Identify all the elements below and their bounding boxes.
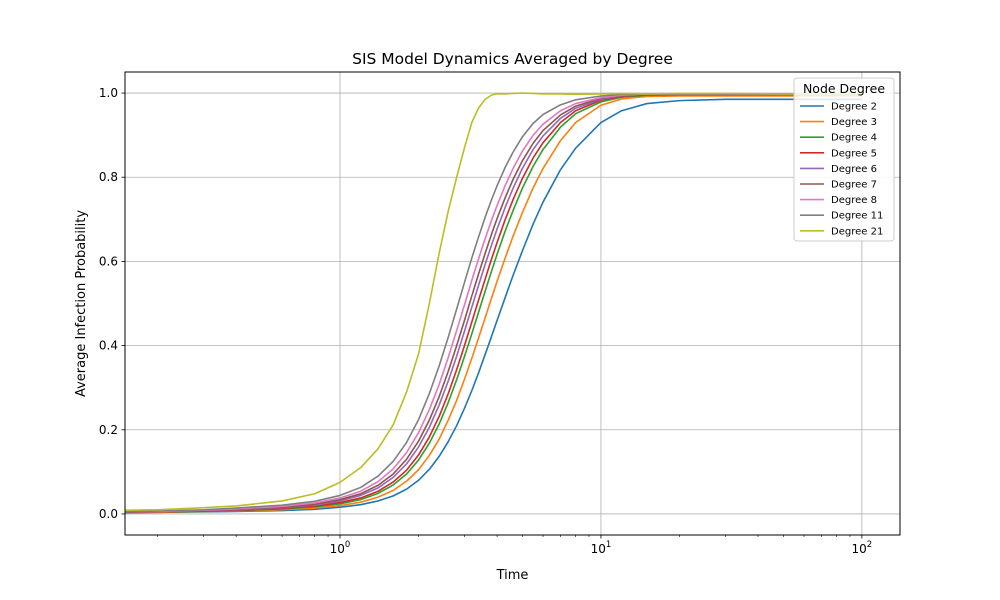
y-tick-label: 0.6 xyxy=(99,254,118,268)
x-axis-ticks: 100 101 102 xyxy=(157,535,873,556)
y-tick-label: 0.4 xyxy=(99,339,118,353)
legend-item: Degree 7 xyxy=(800,180,877,191)
x-tick-label: 101 xyxy=(591,540,612,556)
series-lines xyxy=(124,92,862,514)
legend-item: Degree 21 xyxy=(800,226,883,237)
y-tick-label: 0.8 xyxy=(99,170,118,184)
chart-title: SIS Model Dynamics Averaged by Degree xyxy=(352,50,673,68)
legend-label: Degree 4 xyxy=(831,133,877,144)
series-line-degree-3 xyxy=(125,95,862,514)
legend-label: Degree 21 xyxy=(831,226,883,237)
legend-item: Degree 8 xyxy=(800,195,877,206)
y-tick-label: 0.0 xyxy=(99,507,118,521)
plot-frame xyxy=(124,71,901,536)
series-line-degree-8 xyxy=(124,93,862,513)
legend-item: Degree 4 xyxy=(800,133,877,144)
legend-label: Degree 5 xyxy=(831,148,877,159)
series-line-degree-2 xyxy=(124,98,862,514)
x-tick-label: 100 xyxy=(330,540,351,556)
legend-item: Degree 3 xyxy=(800,117,877,128)
legend-label: Degree 11 xyxy=(831,211,883,222)
legend-label: Degree 2 xyxy=(831,102,877,113)
legend-item: Degree 5 xyxy=(800,148,877,159)
legend-label: Degree 6 xyxy=(831,164,877,175)
y-tick-label: 1.0 xyxy=(99,86,118,100)
legend-item: Degree 6 xyxy=(800,164,877,175)
y-axis-ticks: 0.0 0.2 0.4 0.6 0.8 1.0 xyxy=(99,86,125,521)
series-line-degree-21 xyxy=(124,92,862,511)
legend-label: Degree 7 xyxy=(831,180,877,191)
series-line-degree-4 xyxy=(124,93,862,514)
x-axis-label: Time xyxy=(496,568,529,583)
series-line-degree-11 xyxy=(124,93,862,513)
legend-items: Degree 2 Degree 3 Degree 4 Degree 5 Degree 6… xyxy=(800,102,883,237)
x-tick-label: 102 xyxy=(852,540,873,556)
y-tick-label: 0.2 xyxy=(99,423,118,437)
y-axis-label: Average Infection Probability xyxy=(74,210,89,397)
legend-title: Node Degree xyxy=(803,81,885,96)
legend-item: Degree 11 xyxy=(800,211,883,222)
legend-item: Degree 2 xyxy=(800,102,877,113)
legend-label: Degree 3 xyxy=(831,117,877,128)
legend-label: Degree 8 xyxy=(831,195,877,206)
